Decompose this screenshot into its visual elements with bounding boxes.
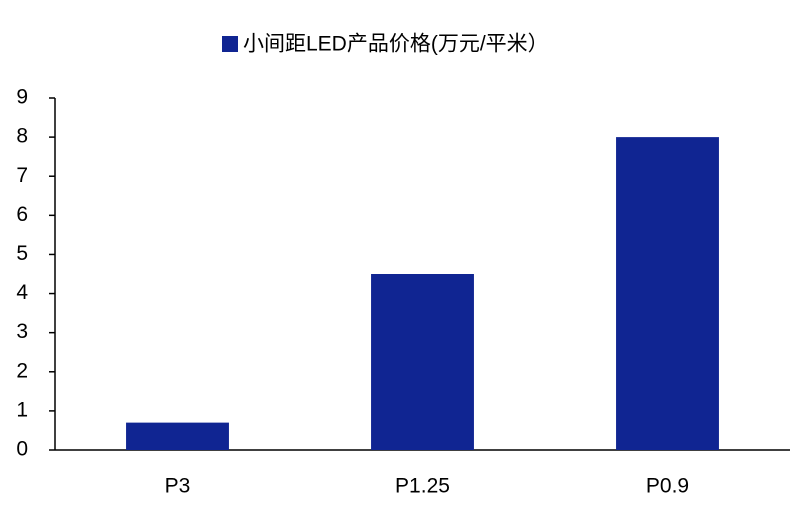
y-tick-label: 5 [16,242,28,265]
legend-label: 小间距LED产品价格(万元/平米） [243,33,549,56]
y-tick-label: 3 [16,320,28,343]
bar [371,274,474,450]
y-tick-label: 2 [16,359,28,382]
x-tick-label: P1.25 [395,475,450,498]
y-tick-label: 8 [16,125,28,148]
bar [616,137,719,450]
y-tick-label: 1 [16,398,28,421]
y-tick-label: 7 [16,164,28,187]
bar [126,422,229,450]
legend-swatch [222,36,238,52]
y-tick-label: 4 [16,281,28,304]
y-tick-label: 6 [16,203,28,226]
y-tick-label: 0 [16,438,28,461]
y-tick-label: 9 [16,86,28,109]
x-tick-label: P3 [165,475,191,498]
x-tick-label: P0.9 [646,475,689,498]
